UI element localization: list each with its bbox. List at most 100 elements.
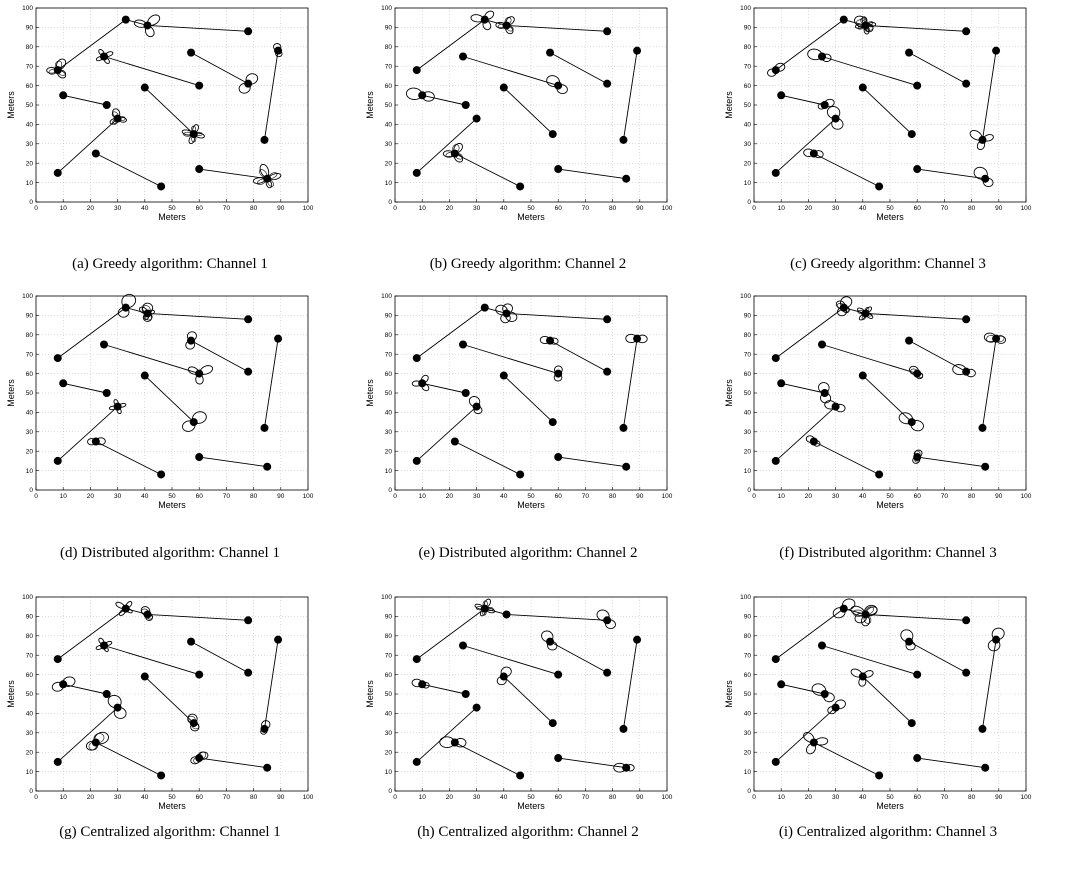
y-tick-label: 100 — [22, 594, 33, 601]
x-tick-label: 100 — [1021, 794, 1032, 801]
y-tick-label: 70 — [26, 652, 34, 659]
link-line — [503, 87, 554, 135]
link-line — [422, 94, 466, 106]
plot-svg: 0 10 20 30 40 50 60 70 80 90 100 0 10 20 30 40 50 60 70 80 9… — [365, 5, 673, 222]
x-axis-label: Meters — [876, 801, 904, 811]
node-point — [516, 182, 525, 191]
node-point — [771, 655, 780, 664]
link-line — [558, 168, 627, 180]
link-line — [199, 757, 268, 769]
node-point — [189, 418, 198, 427]
node-point — [962, 27, 971, 36]
node-point — [978, 135, 987, 144]
y-axis-label: Meters — [365, 91, 375, 119]
node-point — [622, 462, 631, 471]
node-point — [59, 680, 68, 689]
x-tick-label: 10 — [778, 794, 786, 801]
x-tick-label: 30 — [832, 794, 840, 801]
link-line — [862, 375, 913, 423]
y-tick-label: 0 — [29, 788, 33, 795]
x-tick-label: 40 — [500, 493, 508, 500]
link-line — [917, 456, 986, 468]
node-point — [480, 303, 489, 312]
x-tick-label: 0 — [393, 794, 397, 801]
plot-svg: 0 10 20 30 40 50 60 70 80 90 100 0 10 20 30 40 50 60 70 80 9… — [724, 594, 1032, 811]
x-tick-label: 80 — [250, 493, 258, 500]
link-line — [190, 340, 249, 373]
x-tick-label: 50 — [886, 205, 894, 212]
y-tick-label: 20 — [744, 448, 752, 455]
x-tick-label: 70 — [941, 794, 949, 801]
link-line — [95, 153, 162, 187]
node-point — [831, 114, 840, 123]
node-point — [619, 724, 628, 733]
x-tick-label: 60 — [914, 493, 922, 500]
node-point — [992, 635, 1001, 644]
link-line — [63, 382, 107, 394]
node-point — [244, 315, 253, 324]
node-point — [858, 83, 867, 92]
y-tick-label: 20 — [26, 448, 34, 455]
node-point — [858, 371, 867, 380]
node-point — [548, 719, 557, 728]
y-tick-label: 0 — [747, 487, 751, 494]
x-axis-label: Meters — [158, 500, 186, 510]
link-line — [416, 19, 486, 71]
node-point — [619, 135, 628, 144]
x-tick-label: 80 — [250, 794, 258, 801]
y-tick-label: 20 — [385, 448, 393, 455]
node-point — [121, 604, 130, 613]
plot-svg: 0 10 20 30 40 50 60 70 80 90 100 0 10 20 30 40 50 60 70 80 9… — [724, 293, 1032, 510]
x-tick-label: 50 — [168, 794, 176, 801]
link-line — [416, 307, 486, 359]
link-line — [416, 406, 477, 462]
caption-a: (a) Greedy algorithm: Channel 1 — [72, 256, 268, 272]
node-point — [875, 182, 884, 191]
x-tick-label: 50 — [527, 205, 535, 212]
x-tick-label: 0 — [34, 794, 38, 801]
node-point — [412, 757, 421, 766]
node-point — [100, 340, 108, 349]
beam-pattern — [48, 60, 67, 76]
y-tick-label: 30 — [744, 141, 752, 148]
node-point — [554, 453, 563, 462]
x-tick-label: 70 — [223, 205, 231, 212]
x-axis-label: Meters — [517, 500, 545, 510]
node-point — [459, 340, 467, 349]
node-point — [102, 101, 111, 109]
node-point — [875, 470, 884, 479]
y-tick-label: 20 — [385, 160, 393, 167]
x-tick-label: 100 — [303, 205, 314, 212]
x-tick-label: 0 — [393, 205, 397, 212]
beam-pattern — [445, 144, 463, 160]
x-tick-label: 10 — [419, 205, 427, 212]
link-line — [422, 382, 466, 394]
node-point — [140, 83, 149, 92]
x-tick-label: 40 — [500, 794, 508, 801]
link-line — [95, 441, 162, 475]
y-tick-label: 100 — [381, 594, 392, 601]
node-point — [839, 604, 848, 613]
node-point — [554, 670, 563, 679]
x-tick-label: 90 — [995, 493, 1003, 500]
beam-pattern — [187, 365, 214, 385]
x-tick-label: 30 — [473, 493, 481, 500]
y-axis-label: Meters — [724, 91, 734, 119]
node-point — [978, 423, 987, 432]
y-tick-label: 20 — [744, 160, 752, 167]
link-line — [199, 168, 268, 180]
caption-f: (f) Distributed algorithm: Channel 3 — [779, 545, 997, 561]
node-point — [554, 754, 563, 763]
x-tick-label: 100 — [1021, 205, 1032, 212]
x-tick-label: 0 — [752, 493, 756, 500]
x-axis-label: Meters — [158, 801, 186, 811]
node-point — [472, 703, 481, 712]
x-tick-label: 100 — [303, 794, 314, 801]
node-point — [263, 174, 272, 183]
link-line — [190, 52, 249, 85]
node-point — [412, 168, 421, 177]
link-line — [865, 614, 967, 621]
node-point — [777, 91, 786, 100]
y-tick-label: 100 — [740, 594, 751, 601]
